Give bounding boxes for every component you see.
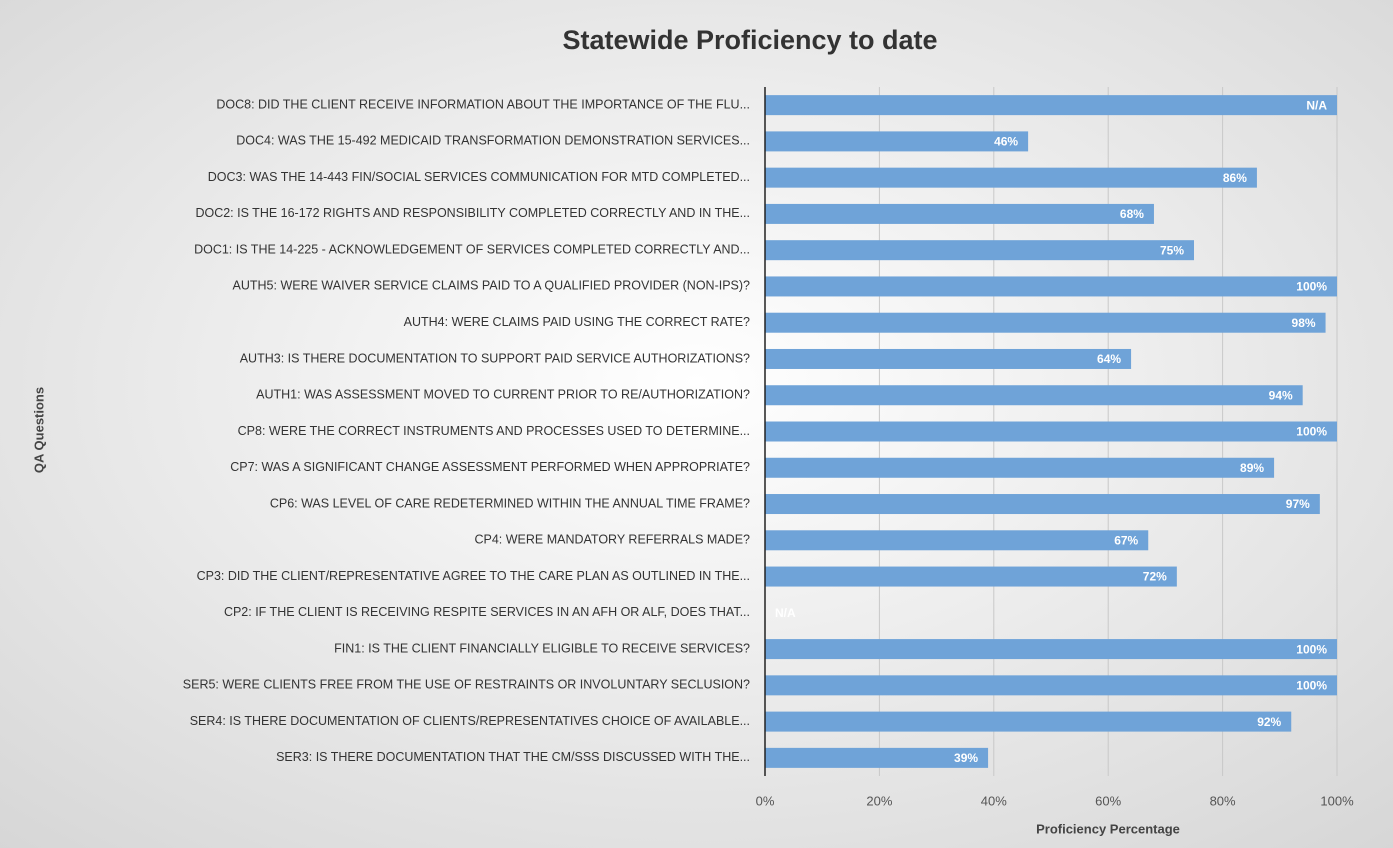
bar [765, 240, 1194, 261]
x-tick-label: 40% [981, 793, 1007, 808]
chart-title: Statewide Proficiency to date [562, 25, 937, 55]
bar [765, 457, 1275, 478]
value-label: 72% [1143, 570, 1167, 584]
value-label: 94% [1269, 388, 1293, 402]
bar [765, 494, 1320, 515]
y-tick-label: CP7: WAS A SIGNIFICANT CHANGE ASSESSMENT… [230, 460, 750, 474]
value-label: 46% [994, 135, 1018, 149]
bar [765, 167, 1257, 188]
bar [765, 566, 1177, 587]
value-label: N/A [1306, 98, 1327, 112]
x-tick-label: 20% [866, 793, 892, 808]
x-tick-label: 0% [756, 793, 775, 808]
value-label: 68% [1120, 207, 1144, 221]
y-tick-label: CP2: IF THE CLIENT IS RECEIVING RESPITE … [224, 605, 750, 619]
value-label: 92% [1257, 715, 1281, 729]
y-tick-label: FIN1: IS THE CLIENT FINANCIALLY ELIGIBLE… [334, 641, 750, 655]
bar [765, 312, 1326, 333]
y-tick-label: CP8: WERE THE CORRECT INSTRUMENTS AND PR… [238, 424, 750, 438]
y-tick-label: CP3: DID THE CLIENT/REPRESENTATIVE AGREE… [197, 569, 750, 583]
bar [765, 203, 1154, 224]
y-tick-label: SER4: IS THERE DOCUMENTATION OF CLIENTS/… [190, 714, 750, 728]
value-label: 100% [1296, 679, 1327, 693]
y-tick-label: DOC3: WAS THE 14-443 FIN/SOCIAL SERVICES… [208, 170, 750, 184]
bar [765, 385, 1303, 406]
x-axis-label: Proficiency Percentage [1036, 821, 1180, 836]
value-label: 100% [1296, 425, 1327, 439]
bar [765, 639, 1337, 660]
y-tick-label: DOC2: IS THE 16-172 RIGHTS AND RESPONSIB… [195, 206, 750, 220]
bar [765, 530, 1149, 551]
y-tick-label: SER3: IS THERE DOCUMENTATION THAT THE CM… [276, 750, 750, 764]
bar [765, 348, 1132, 369]
x-tick-label: 60% [1095, 793, 1121, 808]
value-label: 67% [1114, 533, 1138, 547]
y-tick-label: AUTH1: WAS ASSESSMENT MOVED TO CURRENT P… [256, 388, 750, 402]
y-tick-label: CP6: WAS LEVEL OF CARE REDETERMINED WITH… [270, 496, 750, 510]
value-label: 97% [1286, 497, 1310, 511]
bar [765, 675, 1337, 696]
x-tick-label: 80% [1210, 793, 1236, 808]
bar [765, 711, 1292, 732]
bar [765, 276, 1337, 297]
value-label: 86% [1223, 171, 1247, 185]
value-label: 39% [954, 751, 978, 765]
bar [765, 421, 1337, 442]
x-tick-label: 100% [1320, 793, 1354, 808]
value-label: 98% [1292, 316, 1316, 330]
bar [765, 747, 989, 768]
value-label: N/A [775, 606, 796, 620]
y-tick-label: DOC4: WAS THE 15-492 MEDICAID TRANSFORMA… [236, 134, 750, 148]
value-label: 100% [1296, 280, 1327, 294]
y-axis-label: QA Questions [31, 387, 46, 473]
y-tick-label: AUTH4: WERE CLAIMS PAID USING THE CORREC… [404, 315, 750, 329]
y-tick-label: AUTH3: IS THERE DOCUMENTATION TO SUPPORT… [240, 351, 750, 365]
value-label: 64% [1097, 352, 1121, 366]
value-label: 89% [1240, 461, 1264, 475]
y-tick-label: SER5: WERE CLIENTS FREE FROM THE USE OF … [183, 678, 750, 692]
y-tick-label: DOC8: DID THE CLIENT RECEIVE INFORMATION… [216, 97, 750, 111]
y-tick-label: CP4: WERE MANDATORY REFERRALS MADE? [474, 533, 750, 547]
value-label: 75% [1160, 243, 1184, 257]
y-tick-label: DOC1: IS THE 14-225 - ACKNOWLEDGEMENT OF… [194, 242, 750, 256]
value-label: 100% [1296, 642, 1327, 656]
y-tick-label: AUTH5: WERE WAIVER SERVICE CLAIMS PAID T… [233, 279, 751, 293]
bar [765, 95, 1337, 116]
bar [765, 131, 1029, 152]
